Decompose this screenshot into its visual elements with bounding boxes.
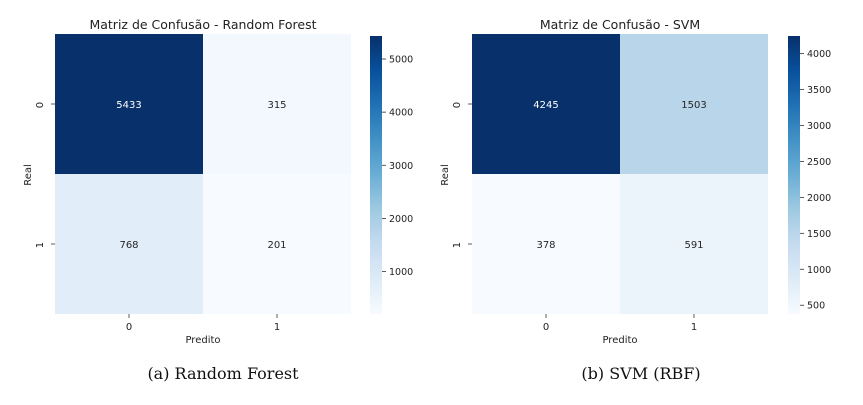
cell-value-label: 5433	[116, 100, 141, 111]
heatmap-cell	[472, 34, 620, 174]
y-axis-label: Real	[440, 164, 451, 186]
cell-value-label: 378	[536, 240, 555, 251]
x-tick-label: 0	[126, 322, 132, 333]
colorbar-tick-label: 3000	[389, 161, 413, 172]
colorbar-tick-label: 500	[807, 301, 825, 312]
cell-value-label: 768	[119, 240, 138, 251]
colorbar-tick-label: 1000	[389, 267, 413, 278]
y-tick-label: 0	[35, 102, 46, 108]
colorbar-tick-label: 5000	[389, 55, 413, 66]
subfigure-caption: (b) SVM (RBF)	[581, 364, 701, 383]
heatmap-cell	[620, 174, 768, 314]
y-tick-label: 1	[452, 242, 463, 248]
colorbar-tick-label: 1000	[807, 265, 831, 276]
x-axis-label: Predito	[185, 335, 220, 346]
heatmap-cell	[203, 174, 351, 314]
colorbar-tick-label: 4000	[389, 108, 413, 119]
colorbar-tick-label: 3000	[807, 121, 831, 132]
colorbar-tick-label: 2000	[389, 214, 413, 225]
heatmap-cell	[203, 34, 351, 174]
colorbar-tick-label: 2500	[807, 157, 831, 168]
heatmap-panel-random-forest: Matriz de Confusão - Random Forest 5433 3…	[23, 17, 413, 346]
x-tick-label: 0	[543, 322, 549, 333]
y-axis-label: Real	[23, 164, 34, 186]
colorbar	[788, 36, 800, 314]
colorbar	[370, 36, 382, 314]
heatmap-cell	[55, 34, 203, 174]
colorbar-tick-label: 1500	[807, 229, 831, 240]
cell-value-label: 1503	[681, 100, 706, 111]
colorbar-tick-label: 4000	[807, 49, 831, 60]
subfigure-caption: (a) Random Forest	[147, 364, 299, 383]
colorbar-ticks: 1000 2000 3000 4000 5000	[382, 55, 413, 278]
x-axis-label: Predito	[602, 335, 637, 346]
heatmap-cell	[620, 34, 768, 174]
cell-value-label: 4245	[533, 100, 558, 111]
cell-value-label: 315	[267, 100, 286, 111]
heatmap-cells: 5433 315 768 201	[51, 34, 351, 318]
x-tick-label: 1	[274, 322, 280, 333]
colorbar-ticks: 500 1000 1500 2000 2500 3000 3500 4000	[800, 49, 831, 312]
cell-value-label: 591	[684, 240, 703, 251]
cell-value-label: 201	[267, 240, 286, 251]
colorbar-tick-label: 2000	[807, 193, 831, 204]
colorbar-tick-label: 3500	[807, 85, 831, 96]
y-tick-label: 0	[452, 102, 463, 108]
heatmap-cell	[55, 174, 203, 314]
y-tick-label: 1	[35, 242, 46, 248]
chart-title: Matriz de Confusão - Random Forest	[89, 17, 316, 32]
x-tick-label: 1	[691, 322, 697, 333]
heatmap-cell	[472, 174, 620, 314]
heatmap-cells: 4245 1503 378 591	[468, 34, 768, 318]
chart-title: Matriz de Confusão - SVM	[540, 17, 700, 32]
